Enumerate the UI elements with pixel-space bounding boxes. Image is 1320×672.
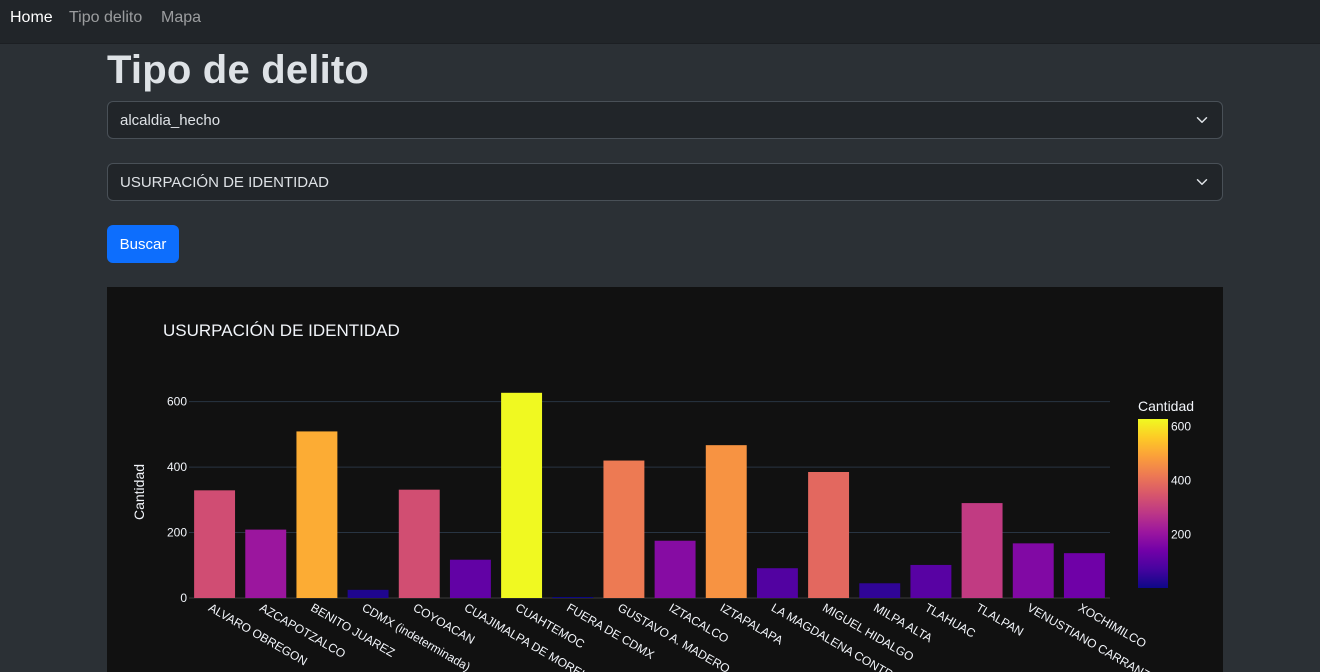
colorbar-tick-label: 600 — [1171, 419, 1191, 433]
search-button[interactable]: Buscar — [107, 225, 179, 263]
bar — [859, 583, 901, 598]
chart-gridlines — [189, 401, 1110, 599]
bar — [194, 490, 236, 598]
bar — [603, 460, 645, 598]
bar — [910, 564, 952, 598]
colorbar-title: Cantidad — [1138, 398, 1194, 414]
bar — [296, 431, 338, 598]
colorbar-ticks: 200 400 600 — [1171, 419, 1191, 541]
colorbar-tick-label: 400 — [1171, 473, 1191, 487]
y-tick-label: 0 — [180, 591, 187, 605]
bar — [705, 445, 747, 598]
nav-link-mapa[interactable]: Mapa — [161, 9, 202, 26]
chart-bars — [194, 392, 1105, 598]
crime-type-select-value: USURPACIÓN DE IDENTIDAD — [120, 174, 329, 191]
chart-title: USURPACIÓN DE IDENTIDAD — [163, 321, 400, 340]
bar — [961, 503, 1003, 598]
bar — [501, 392, 543, 598]
top-navbar: Home Tipo delito Mapa — [0, 0, 1320, 44]
bar — [1012, 543, 1054, 598]
bar — [1063, 553, 1105, 598]
x-tick-label: FUERA DE CDMX — [564, 600, 656, 661]
bar — [552, 597, 594, 598]
crime-type-select[interactable]: USURPACIÓN DE IDENTIDAD — [107, 163, 1223, 201]
nav-link-tipo-delito[interactable]: Tipo delito — [69, 9, 143, 26]
y-tick-label: 200 — [167, 526, 187, 540]
bar — [756, 568, 798, 598]
bar-chart: USURPACIÓN DE IDENTIDAD 0 200 400 600 Canti… — [131, 321, 1194, 672]
page-title: Tipo de delito — [107, 48, 370, 92]
chevron-down-icon — [1196, 179, 1208, 185]
field-select[interactable]: alcaldia_hecho — [107, 101, 1223, 139]
x-tick-label: TLALPAN — [974, 600, 1026, 638]
y-axis-ticks: 0 200 400 600 — [167, 395, 187, 605]
colorbar-tick-label: 200 — [1171, 528, 1191, 542]
bar — [347, 589, 389, 598]
chevron-down-icon — [1196, 117, 1208, 123]
field-select-value: alcaldia_hecho — [120, 112, 221, 129]
colorbar-gradient — [1138, 419, 1168, 588]
nav-link-home[interactable]: Home — [10, 9, 53, 26]
bar — [808, 472, 850, 598]
bar — [398, 489, 440, 598]
bar-chart-panel: USURPACIÓN DE IDENTIDAD 0 200 400 600 Canti… — [107, 287, 1223, 672]
bar — [245, 529, 287, 598]
bar — [449, 559, 491, 598]
y-tick-label: 400 — [167, 460, 187, 474]
bar — [654, 540, 696, 598]
y-tick-label: 600 — [167, 395, 187, 409]
y-axis-label: Cantidad — [131, 464, 147, 520]
colorbar: Cantidad 200 400 600 — [1138, 398, 1194, 588]
